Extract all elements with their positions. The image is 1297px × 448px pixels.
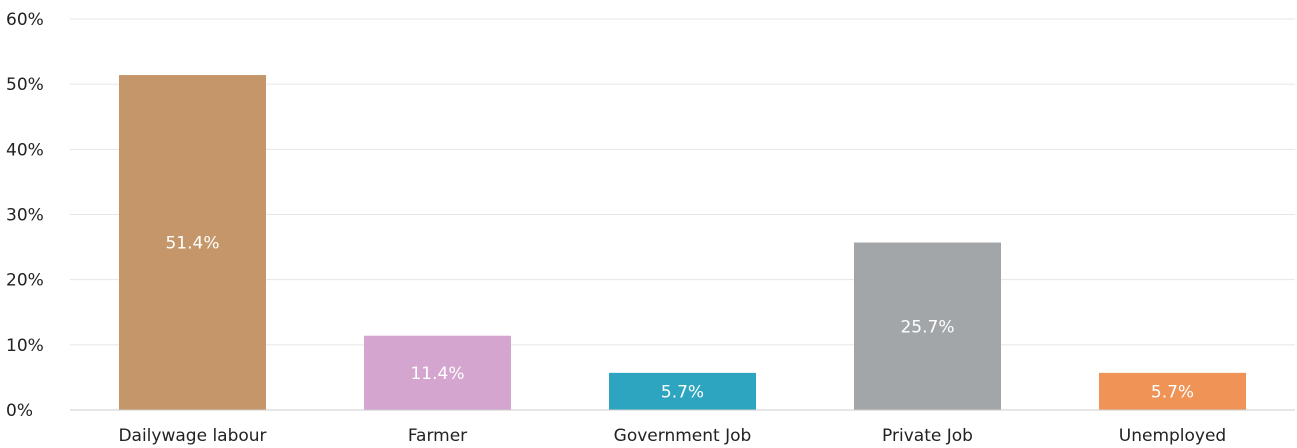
- bar: [609, 372, 756, 410]
- x-axis-category-labels: Dailywage labour Farmer Government Job Priv…: [118, 426, 1226, 446]
- y-axis-ticks: 0% 10% 20% 30% 40% 50% 60%: [6, 10, 44, 421]
- y-tick-label: 0%: [6, 401, 33, 421]
- bar-value-label: 25.7%: [900, 317, 954, 337]
- x-category-label: Private Job: [882, 426, 973, 446]
- y-tick-label: 20%: [6, 271, 44, 291]
- bar-value-label: 11.4%: [410, 364, 464, 384]
- y-tick-label: 10%: [6, 336, 44, 356]
- bar-value-label: 51.4%: [165, 234, 219, 254]
- x-category-label: Dailywage labour: [118, 426, 266, 446]
- y-tick-label: 50%: [6, 75, 44, 95]
- x-category-label: Government Job: [614, 426, 752, 446]
- bar: [1099, 372, 1246, 410]
- y-tick-label: 60%: [6, 10, 44, 30]
- bar-value-label: 5.7%: [1151, 382, 1194, 402]
- bar: [119, 75, 266, 410]
- x-category-label: Unemployed: [1119, 426, 1226, 446]
- bar: [364, 335, 511, 410]
- bar-value-label: 5.7%: [661, 382, 704, 402]
- grid-lines: [70, 18, 1295, 346]
- bar: [854, 242, 1001, 410]
- bars: 51.4% 11.4% 5.7% 25.7% 5.7%: [119, 75, 1246, 410]
- y-tick-label: 40%: [6, 140, 44, 160]
- y-tick-label: 30%: [6, 206, 44, 226]
- x-category-label: Farmer: [408, 426, 467, 446]
